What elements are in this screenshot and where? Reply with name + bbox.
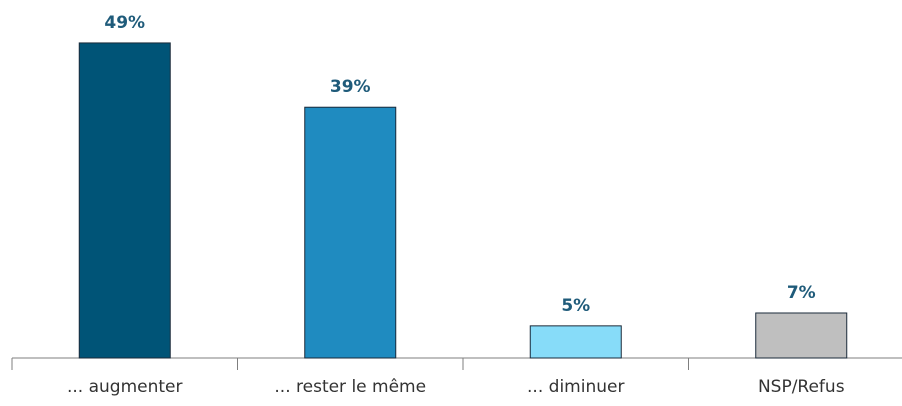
x-tick-label: ... diminuer bbox=[527, 377, 624, 397]
x-tick-label: NSP/Refus bbox=[758, 377, 845, 397]
x-tick-label: ... augmenter bbox=[67, 377, 183, 397]
value-label: 49% bbox=[104, 13, 145, 33]
value-label: 5% bbox=[561, 296, 590, 316]
value-label: 7% bbox=[787, 283, 816, 303]
x-tick-label: ... rester le même bbox=[274, 377, 426, 397]
value-label: 39% bbox=[330, 77, 371, 97]
bar bbox=[304, 106, 397, 359]
bar bbox=[755, 312, 848, 359]
bar bbox=[529, 325, 622, 359]
bar bbox=[78, 42, 171, 359]
